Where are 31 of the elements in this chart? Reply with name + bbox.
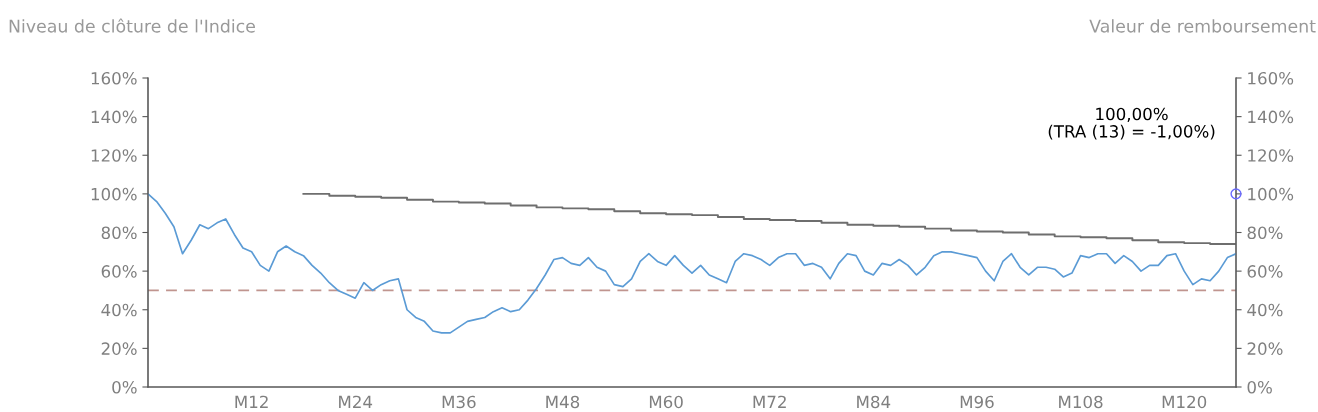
y-tick-label: 80%: [101, 226, 137, 240]
y-tick-label: 0%: [112, 380, 137, 394]
y-tick-label: 160%: [91, 71, 137, 85]
y-tick-label: 120%: [91, 149, 137, 162]
x-tick-label: M84: [857, 395, 891, 409]
y2-axis-title: Valeur de remboursement: [1089, 19, 1316, 33]
x-tick-label: M120: [1162, 395, 1207, 409]
y2-tick-label: 120%: [1248, 149, 1294, 162]
y-tick-label: 140%: [91, 110, 137, 124]
annotation: 100,00% (TRA (13) = -1,00%): [1048, 107, 1215, 140]
y-tick-label: 60%: [101, 265, 137, 278]
y-tick-label: 40%: [101, 303, 137, 317]
y2-tick-label: 20%: [1247, 342, 1283, 355]
y2-tick-label: 60%: [1247, 265, 1283, 278]
x-tick-label: M72: [753, 395, 786, 408]
x-tick-label: M12: [235, 395, 268, 408]
y2-tick-label: 140%: [1248, 110, 1294, 124]
y-tick-label: 100%: [91, 187, 137, 201]
y2-tick-label: 100%: [1248, 187, 1294, 201]
x-tick-label: M60: [649, 395, 683, 409]
x-tick-label: M24: [339, 395, 373, 408]
y2-tick-label: 80%: [1247, 226, 1283, 240]
y2-tick-label: 160%: [1248, 71, 1294, 85]
x-tick-label: M48: [546, 395, 580, 409]
x-tick-label: M36: [442, 395, 476, 409]
x-tick-label: M108: [1059, 395, 1103, 409]
y-axis-title: Niveau de clôture de l'Indice: [9, 18, 255, 33]
y2-tick-label: 40%: [1247, 303, 1283, 317]
y-tick-label: 20%: [101, 342, 137, 355]
y2-tick-label: 0%: [1247, 380, 1272, 394]
x-tick-label: M96: [960, 395, 994, 409]
